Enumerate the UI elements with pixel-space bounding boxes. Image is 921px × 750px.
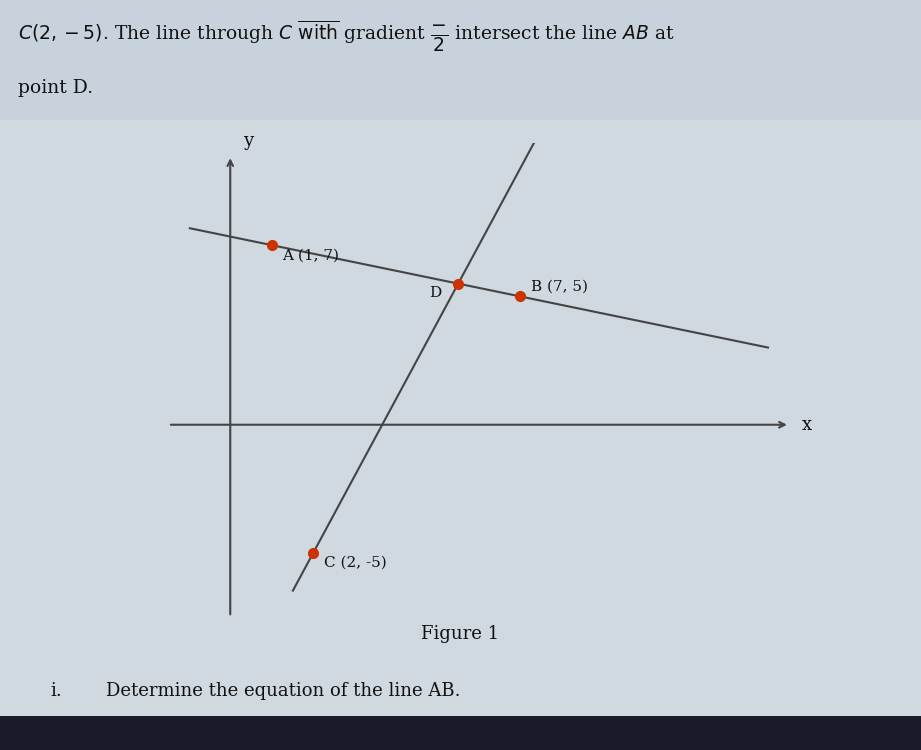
Text: A (1, 7): A (1, 7) xyxy=(282,249,339,263)
Bar xyxy=(0,0,921,120)
Text: B (7, 5): B (7, 5) xyxy=(530,280,588,294)
Text: i.: i. xyxy=(51,682,63,700)
Bar xyxy=(0,716,921,750)
Text: x: x xyxy=(802,416,812,434)
Text: $C(2,-5)$. The line through $C$ $\overline{\mathrm{with}}$ gradient $\dfrac{-}{2: $C(2,-5)$. The line through $C$ $\overli… xyxy=(18,19,675,54)
Text: y: y xyxy=(243,132,252,150)
Text: Determine the equation of the line AB.: Determine the equation of the line AB. xyxy=(106,682,461,700)
Text: Figure 1: Figure 1 xyxy=(422,625,499,643)
Text: D: D xyxy=(429,286,441,300)
Text: C (2, -5): C (2, -5) xyxy=(323,556,386,569)
Text: point D.: point D. xyxy=(18,79,94,97)
